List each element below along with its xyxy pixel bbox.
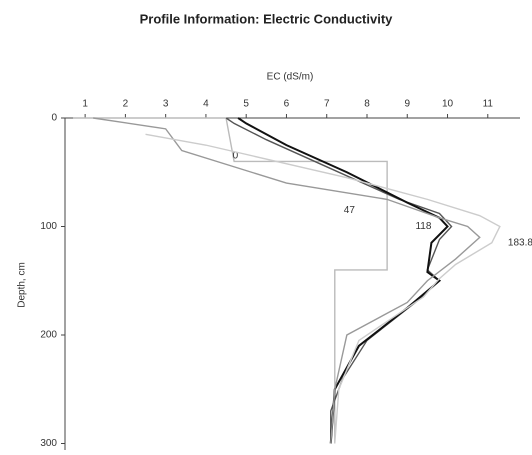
series-line — [237, 117, 449, 444]
series-line — [225, 117, 453, 444]
x-tick-label: 11 — [483, 99, 494, 110]
y-tick-label: 300 — [40, 438, 57, 449]
y-tick-label: 100 — [40, 221, 57, 232]
x-tick-label: 3 — [163, 99, 169, 110]
x-tick-label: 9 — [404, 99, 410, 110]
y-tick-label: 200 — [40, 330, 57, 341]
series-label: 0 — [233, 151, 239, 162]
series-line — [93, 117, 481, 444]
x-tick-label: 2 — [123, 99, 129, 110]
series-line — [145, 133, 501, 444]
x-tick-label: 7 — [324, 99, 330, 110]
series-label: 183.8 — [508, 237, 532, 248]
chart-title: Profile Information: Electric Conductivi… — [140, 11, 394, 26]
series-label: 118 — [415, 221, 431, 232]
x-axis-label: EC (dS/m) — [267, 72, 314, 83]
x-tick-label: 6 — [284, 99, 290, 110]
x-tick-label: 5 — [243, 99, 249, 110]
series-label: 47 — [344, 205, 356, 216]
x-tick-label: 8 — [364, 99, 370, 110]
y-tick-label: 0 — [51, 113, 57, 124]
x-tick-label: 10 — [442, 99, 454, 110]
y-axis-label: Depth, cm — [17, 262, 28, 308]
series-line — [73, 117, 388, 444]
x-tick-label: 1 — [82, 99, 88, 110]
x-tick-label: 4 — [203, 99, 209, 110]
